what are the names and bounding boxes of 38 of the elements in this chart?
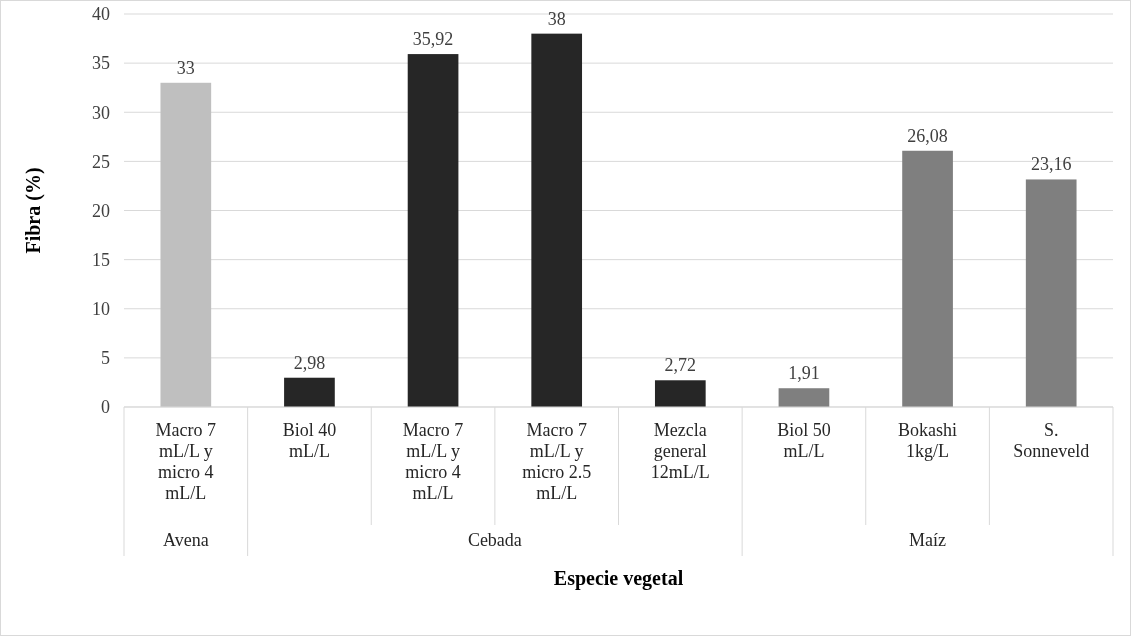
data-label: 26,08 (907, 125, 948, 146)
y-tick-label: 30 (92, 102, 110, 123)
x-tick-label: S. Sonneveld (1013, 420, 1090, 461)
text: Maíz (909, 530, 947, 550)
bar (160, 82, 212, 407)
x-tick-label: Mezcla general 12mL/L (650, 420, 710, 482)
y-tick-label: 5 (101, 348, 110, 369)
y-tick-label: 25 (92, 151, 110, 172)
data-label: 2,72 (664, 355, 697, 376)
data-label: 1,91 (788, 363, 820, 384)
x-tick-label: Biol 40 mL/L (282, 420, 337, 461)
x-tick-label: Macro 7 mL/L y micro 4 mL/L (402, 420, 464, 503)
bar (778, 388, 830, 407)
x-axis-title: Especie vegetal (553, 567, 684, 590)
y-tick-label: 35 (92, 53, 110, 74)
bar (531, 33, 583, 407)
y-tick-label: 40 (92, 4, 110, 25)
x-tick-label: Bokashi 1kg/L (898, 420, 958, 461)
bar (902, 150, 953, 407)
x-tick-label: Macro 7 mL/L y micro 2.5 mL/L (522, 420, 592, 503)
data-label: 2,98 (293, 352, 326, 373)
y-tick-label: 20 (92, 200, 110, 221)
text: Cebada (467, 530, 522, 550)
text: Avena (162, 530, 209, 550)
data-label: 33 (176, 57, 195, 78)
bar (407, 54, 459, 407)
bar (1025, 179, 1077, 407)
y-axis-title: Fibra (%) (22, 167, 45, 254)
bar (284, 377, 335, 407)
y-tick-label: 0 (101, 397, 110, 418)
y-tick-label: 15 (92, 249, 110, 270)
x-tick-label: Biol 50 mL/L (777, 420, 831, 461)
x-tick-label: Macro 7 mL/L y micro 4 mL/L (155, 420, 217, 503)
y-tick-label: 10 (92, 299, 110, 320)
data-label: 35,92 (412, 29, 454, 50)
bar (654, 380, 706, 407)
data-label: 23,16 (1030, 154, 1072, 175)
data-label: 38 (547, 8, 566, 29)
